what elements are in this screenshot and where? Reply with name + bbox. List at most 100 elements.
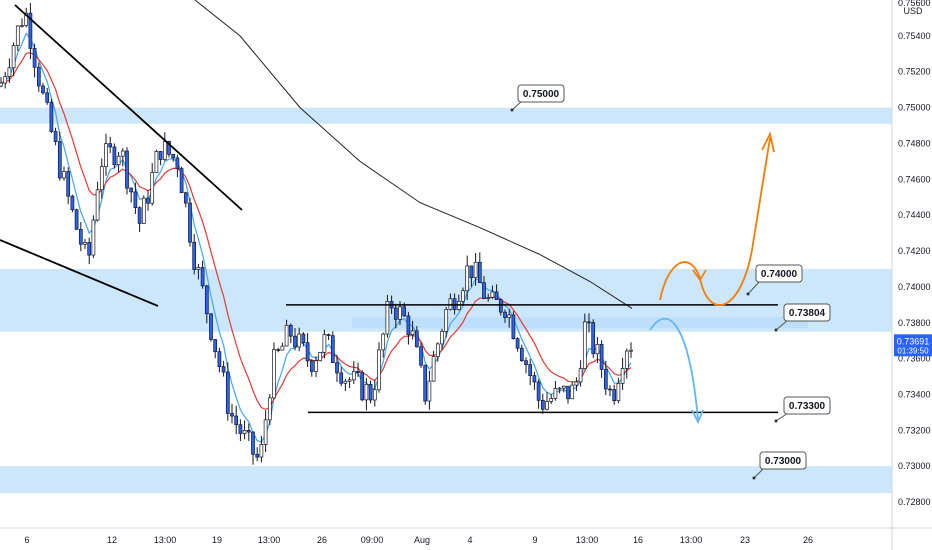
bullish-dip-arrowhead	[692, 269, 707, 282]
candle-bearish	[179, 168, 184, 194]
candle-bearish	[293, 335, 297, 348]
candle-bullish	[444, 309, 449, 332]
candle-bullish	[280, 345, 285, 351]
candle-bullish	[104, 143, 108, 168]
sma-long-line	[194, 0, 633, 309]
time-tick-label: 09:00	[361, 535, 384, 545]
price-tick-label: 0.75400	[898, 31, 931, 41]
price-tick-label: 0.74800	[898, 138, 931, 148]
candle-bearish	[217, 351, 222, 367]
candle-bearish	[540, 399, 545, 410]
candle-bearish	[171, 154, 176, 159]
candle-bullish	[364, 383, 369, 401]
candle-bearish	[230, 413, 234, 417]
price-tick-label: 0.72800	[898, 497, 931, 507]
candle-bearish	[175, 157, 180, 169]
callout-box	[759, 451, 807, 470]
candle-bearish	[423, 364, 428, 402]
callout-box	[783, 396, 831, 415]
candle-bearish	[41, 85, 45, 94]
candle-bearish	[414, 330, 419, 348]
candle-bullish	[11, 45, 16, 69]
time-tick-label: 19	[212, 535, 222, 545]
candle-bearish	[200, 267, 205, 287]
candle-bearish	[326, 334, 331, 337]
candle-bullish	[343, 380, 348, 384]
candle-bullish	[62, 171, 66, 179]
price-tick-label: 0.74600	[898, 174, 931, 184]
time-tick-label: 12	[107, 535, 117, 545]
level-callout[interactable]: 0.74000	[746, 264, 803, 296]
candle-bullish	[435, 343, 440, 357]
candle-bullish	[196, 267, 201, 270]
candle-bearish	[87, 242, 92, 256]
candle-bearish	[66, 171, 71, 197]
candle-bullish	[431, 356, 436, 382]
candle-bullish	[486, 297, 491, 299]
price-tick-label: 0.74400	[898, 210, 931, 220]
candle-bearish	[524, 360, 528, 365]
candle-bearish	[515, 338, 520, 349]
candle-bullish	[267, 397, 272, 421]
candle-bullish	[322, 334, 327, 353]
level-label: 0.73300	[789, 401, 826, 412]
candle-bullish	[545, 401, 549, 410]
candle-bullish	[91, 219, 96, 256]
callout-anchor-dot	[752, 476, 756, 480]
candle-bearish	[498, 299, 503, 313]
time-tick-label: 26	[317, 535, 327, 545]
candle-bearish	[330, 335, 335, 363]
candle-bullish	[351, 370, 356, 381]
time-tick-label: 13:00	[576, 535, 599, 545]
candle-bearish	[129, 187, 134, 193]
candle-bearish	[536, 381, 541, 401]
candle-bullish	[561, 385, 566, 389]
current-price-tag[interactable]	[894, 334, 932, 357]
trendlines-layer	[0, 4, 778, 414]
candle-bullish	[20, 25, 24, 27]
candle-bullish	[95, 189, 100, 221]
level-callout[interactable]: 0.73000	[752, 451, 807, 480]
candle-bullish	[7, 67, 12, 77]
callout-pointer	[511, 100, 523, 111]
candle-bearish	[477, 261, 482, 284]
callout-anchor-dot	[774, 419, 778, 423]
level-label: 0.73000	[765, 456, 802, 467]
callout-pointer	[747, 280, 761, 295]
candle-bullish	[0, 82, 3, 87]
candle-bearish	[167, 141, 171, 155]
candle-bearish	[599, 343, 604, 370]
candle-bearish	[532, 375, 537, 383]
candle-bearish	[511, 314, 516, 340]
candle-bearish	[612, 389, 617, 402]
candle-bearish	[137, 207, 142, 224]
candle-bearish	[28, 12, 33, 49]
level-callout[interactable]: 0.75000	[510, 84, 565, 112]
candle-bullish	[162, 141, 167, 160]
candle-bearish	[246, 430, 251, 433]
candle-bullish	[99, 166, 104, 191]
price-tick-label: 0.75000	[898, 103, 931, 113]
descending-trendline-lower	[0, 239, 159, 307]
candle-bearish	[213, 339, 218, 353]
candle-bullish	[377, 349, 381, 391]
level-callout[interactable]: 0.73300	[774, 396, 831, 423]
candle-bullish	[507, 314, 512, 318]
level-callout[interactable]: 0.73804	[774, 303, 831, 332]
time-tick-label: 9	[532, 535, 537, 545]
price-tick-label: 0.73000	[898, 461, 931, 471]
levels-layer: 0.75000 0.74000 0.73804 0.73300 0.73000	[510, 84, 831, 480]
candle-bearish	[49, 101, 54, 132]
time-tick-label: 16	[633, 535, 643, 545]
candle-bullish	[465, 265, 470, 292]
candle-bearish	[255, 453, 260, 458]
candle-bearish	[36, 66, 41, 87]
callout-box	[517, 84, 565, 103]
candle-bearish	[146, 197, 150, 204]
callout-pointer	[753, 467, 765, 479]
time-tick-label: 13:00	[680, 535, 703, 545]
candle-bullish	[259, 443, 264, 458]
candle-bearish	[591, 322, 596, 355]
